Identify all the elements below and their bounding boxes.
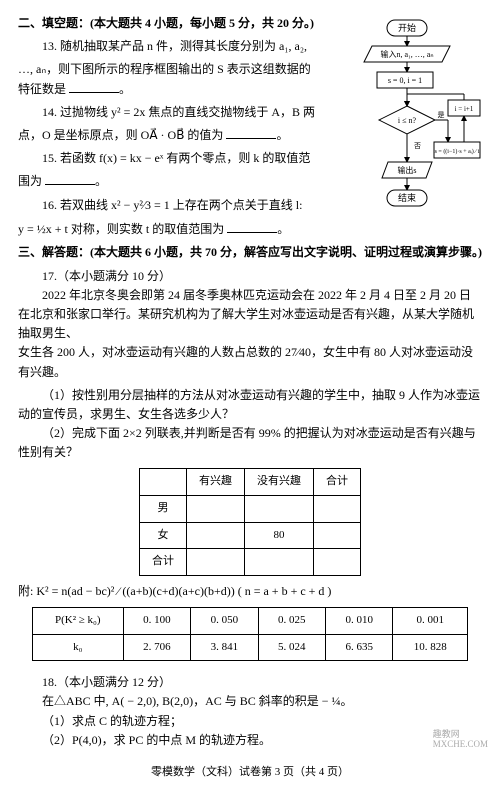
q16-text-b: y = ½x + t 对称，则实数 t 的取值范围为 [18, 222, 224, 236]
th-total: 合计 [314, 469, 361, 496]
q13-text-a: 13. 随机抽取某产品 n 件，测得其长度分别为 a₁, a₂, [42, 39, 307, 53]
th-interest: 有兴趣 [187, 469, 245, 496]
q17-sub1: （1）按性别用分层抽样的方法从对冰壶运动有兴趣的学生中，抽取 9 人作为冰壶运动… [18, 386, 482, 424]
table-row: 男 [140, 496, 361, 523]
table-row: 女 80 [140, 522, 361, 549]
q14-text-b: 点，O 是坐标原点，则 OA⃗ · OB⃗ 的值为 [18, 128, 223, 142]
flow-no: 否 [414, 142, 421, 150]
q16-blank [227, 220, 277, 233]
flowchart-container: 开始 输入n, a₁, …, aₙ s = 0, i = 1 i ≤ n? 是 … [322, 14, 482, 220]
q17-head: 17.（本小题满分 10 分） [18, 267, 482, 286]
flow-inc: i = i+1 [455, 105, 474, 113]
chi-table: P(K² ≥ k₀) 0. 100 0. 050 0. 025 0. 010 0… [32, 607, 468, 661]
q15-text-b: 围为 [18, 174, 42, 188]
q15-text-a: 15. 若函数 f(x) = kx − eˣ 有两个零点，则 k 的取值范 [42, 151, 310, 165]
table-row: k₀ 2. 706 3. 841 5. 024 6. 635 10. 828 [32, 634, 467, 661]
q18-sub2: （2）P(4,0)，求 PC 的中点 M 的轨迹方程。 [18, 731, 482, 750]
q18-sub1: （1）求点 C 的轨迹方程； [18, 712, 482, 731]
flow-output: 输出s [397, 165, 416, 175]
flow-cond: i ≤ n? [398, 116, 417, 125]
section3-title: 三、解答题：(本大题共 6 小题，共 70 分，解答应写出文字说明、证明过程或演… [18, 243, 482, 262]
q17-sub2: （2）完成下面 2×2 列联表,并判断是否有 99% 的把握认为对冰壶运动是否有… [18, 424, 482, 462]
q16-text-a: 16. 若双曲线 x² − y²⁄3 = 1 上存在两个点关于直线 l: [42, 198, 302, 212]
watermark-line1: 趣教网 [433, 729, 460, 739]
contingency-table: 有兴趣 没有兴趣 合计 男 女 80 合计 [139, 468, 361, 575]
q18-p1: 在△ABC 中, A( − 2,0), B(2,0)，AC 与 BC 斜率的积是… [18, 692, 482, 711]
fill-blank-section: 开始 输入n, a₁, …, aₙ s = 0, i = 1 i ≤ n? 是 … [18, 14, 482, 220]
q17-p1: 2022 年北京冬奥会即第 24 届冬季奥林匹克运动会在 2022 年 2 月 … [18, 286, 482, 344]
q17-p2: 女生各 200 人，对冰壶运动有兴趣的人数占总数的 27⁄40，女生中有 80 … [18, 343, 482, 381]
table-row: 合计 [140, 549, 361, 576]
chi-formula: 附: K² = n(ad − bc)² ⁄ ((a+b)(c+d)(a+c)(b… [18, 582, 482, 601]
th-nointerest: 没有兴趣 [245, 469, 314, 496]
watermark-line2: MXCHE.COM [433, 739, 488, 749]
flow-yes: 是 [438, 111, 445, 119]
q14-text-a: 14. 过抛物线 y² = 2x 焦点的直线交抛物线于 A，B 两 [42, 105, 315, 119]
q18-head: 18.（本小题满分 12 分） [18, 673, 482, 692]
flow-update: s = ((i−1)·s + aᵢ) ⁄ i [435, 148, 480, 155]
th-blank [140, 469, 187, 496]
flow-end: 结束 [398, 192, 416, 203]
flow-start: 开始 [398, 22, 416, 33]
watermark: 趣教网 MXCHE.COM [433, 730, 488, 750]
q13-blank [69, 80, 119, 93]
flow-init: s = 0, i = 1 [388, 76, 422, 85]
q16b: y = ½x + t 对称，则实数 t 的取值范围为 。 [18, 220, 482, 239]
q13-text-b: …, aₙ，则下图所示的程序框图输出的 S 表示这组数据的特征数是 [18, 62, 311, 95]
table-row: P(K² ≥ k₀) 0. 100 0. 050 0. 025 0. 010 0… [32, 608, 467, 635]
q15-blank [45, 172, 95, 185]
flowchart-svg: 开始 输入n, a₁, …, aₙ s = 0, i = 1 i ≤ n? 是 … [322, 14, 482, 214]
table-row: 有兴趣 没有兴趣 合计 [140, 469, 361, 496]
page-footer: 零模数学（文科）试卷第 3 页（共 4 页） [18, 764, 482, 782]
q14-blank [226, 126, 276, 139]
flow-input: 输入n, a₁, …, aₙ [380, 49, 433, 59]
